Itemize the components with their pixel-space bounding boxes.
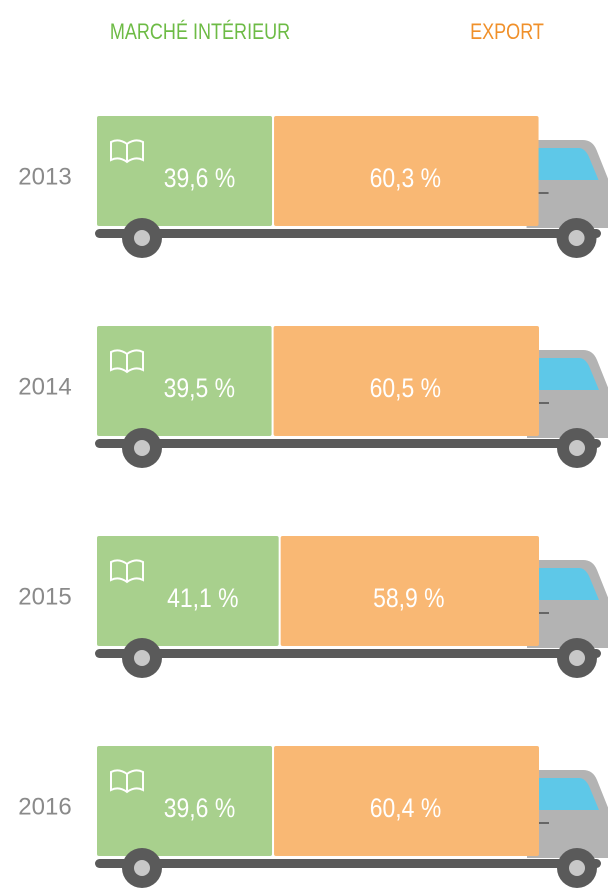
hubcap: [134, 860, 150, 876]
category-label: 2014: [18, 373, 71, 400]
truck-chassis: [95, 649, 601, 658]
category-label: 2013: [18, 163, 71, 190]
truck-handle: [539, 822, 549, 824]
truck-chassis: [95, 439, 601, 448]
legend-label: MARCHÉ INTÉRIEUR: [110, 19, 290, 44]
hubcap: [134, 230, 150, 246]
value-label: 39,6 %: [164, 793, 235, 823]
category-label: 2016: [18, 793, 71, 820]
category-label: 2015: [18, 583, 71, 610]
chart: MARCHÉ INTÉRIEUR EXPORT 2013 39,6 % 60,3 %…: [0, 0, 608, 888]
hubcap: [569, 860, 585, 876]
value-label: 39,6 %: [164, 163, 235, 193]
truck-handle: [539, 192, 549, 194]
hubcap: [569, 650, 585, 666]
legend-label: EXPORT: [470, 20, 544, 44]
value-label: 60,4 %: [370, 793, 441, 823]
value-label: 39,5 %: [164, 373, 235, 403]
hubcap: [569, 440, 585, 456]
value-label: 60,3 %: [370, 163, 441, 193]
hubcap: [569, 230, 585, 246]
truck-handle: [539, 402, 549, 404]
hubcap: [134, 440, 150, 456]
truck-chassis: [95, 229, 601, 238]
value-label: 60,5 %: [370, 373, 441, 403]
value-label: 58,9 %: [373, 583, 444, 613]
truck-handle: [539, 612, 549, 614]
value-label: 41,1 %: [167, 583, 238, 613]
truck-chassis: [95, 859, 601, 868]
hubcap: [134, 650, 150, 666]
